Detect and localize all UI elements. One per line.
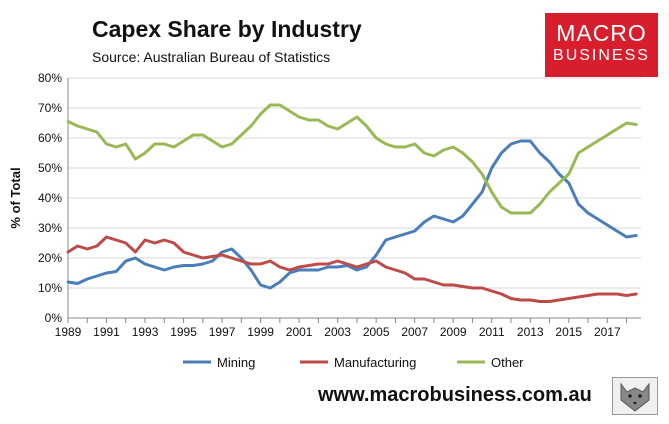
series-line-manufacturing: [66, 235, 638, 303]
y-tick-label: 70%: [38, 101, 62, 115]
x-tick-label: 2015: [555, 325, 582, 339]
chart-title: Capex Share by Industry: [92, 16, 362, 42]
legend-label-other: Other: [491, 355, 524, 370]
legend: Mining Manufacturing Other: [183, 355, 524, 370]
y-tick-label: 0%: [45, 311, 63, 325]
series-line-mining: [66, 139, 638, 290]
x-tick-label: 1993: [132, 325, 159, 339]
y-tick-label: 40%: [38, 191, 62, 205]
y-tick-label: 50%: [38, 161, 62, 175]
chart-subtitle: Source: Australian Bureau of Statistics: [92, 49, 331, 65]
y-tick-label: 80%: [38, 71, 62, 85]
x-tick-label: 1999: [247, 325, 274, 339]
legend-label-manufacturing: Manufacturing: [334, 355, 416, 370]
gridlines: [68, 77, 641, 289]
x-tick-label: 2007: [401, 325, 428, 339]
logo-line2: BUSINESS: [553, 47, 650, 64]
x-tick-label: 2011: [479, 325, 505, 339]
series-lines: [66, 103, 638, 303]
x-tick-labels: 1989 1991 1993 1995 1997 1999 2001 2003 2005 2007…: [55, 325, 621, 339]
logo-line1: MACRO: [556, 20, 647, 46]
x-tick-label: 2017: [594, 325, 621, 339]
footer-url: www.macrobusiness.com.au: [318, 384, 592, 406]
wolf-icon: [612, 377, 658, 415]
x-tick-label: 1997: [209, 325, 236, 339]
y-tick-label: 30%: [38, 221, 62, 235]
x-tick-label: 2005: [363, 325, 390, 339]
legend-label-mining: Mining: [217, 355, 255, 370]
y-tick-label: 60%: [38, 131, 62, 145]
x-tick-label: 1991: [93, 325, 120, 339]
x-tick-label: 2009: [440, 325, 467, 339]
x-tick-label: 1989: [55, 325, 82, 339]
y-tick-labels: 0% 10% 20% 30% 40% 50% 60% 70% 80%: [38, 71, 62, 325]
macrobusiness-logo: MACRO BUSINESS: [545, 13, 658, 77]
x-tick-label: 2003: [324, 325, 351, 339]
y-tick-label: 10%: [38, 281, 62, 295]
y-tick-label: 20%: [38, 251, 62, 265]
x-tick-label: 2001: [286, 325, 313, 339]
x-tick-label: 1995: [170, 325, 197, 339]
axes: [67, 78, 641, 323]
x-tick-label: 2013: [517, 325, 544, 339]
y-axis-label: % of Total: [8, 167, 23, 228]
series-line-other: [66, 103, 638, 215]
